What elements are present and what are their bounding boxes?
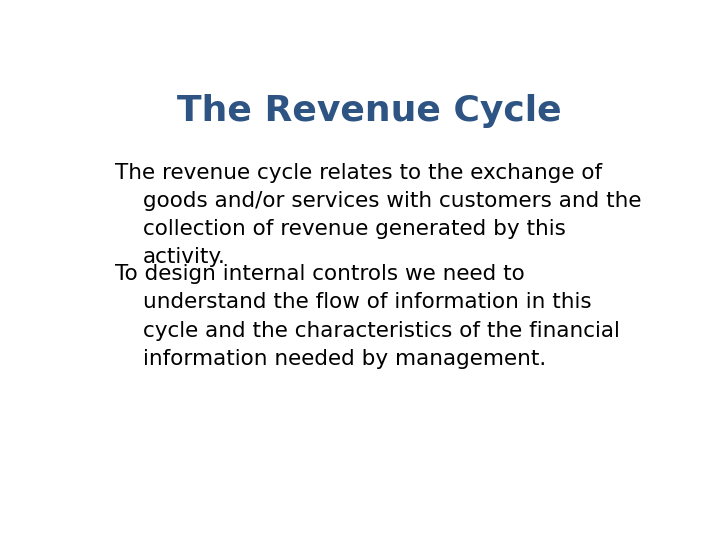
Text: understand the flow of information in this: understand the flow of information in th… <box>143 292 592 312</box>
Text: The Revenue Cycle: The Revenue Cycle <box>176 94 562 128</box>
Text: activity.: activity. <box>143 247 226 267</box>
Text: cycle and the characteristics of the financial: cycle and the characteristics of the fin… <box>143 321 620 341</box>
Text: information needed by management.: information needed by management. <box>143 349 546 369</box>
Text: collection of revenue generated by this: collection of revenue generated by this <box>143 219 566 239</box>
Text: To design internal controls we need to: To design internal controls we need to <box>115 264 525 284</box>
Text: goods and/or services with customers and the: goods and/or services with customers and… <box>143 191 642 211</box>
Text: The revenue cycle relates to the exchange of: The revenue cycle relates to the exchang… <box>115 163 602 183</box>
